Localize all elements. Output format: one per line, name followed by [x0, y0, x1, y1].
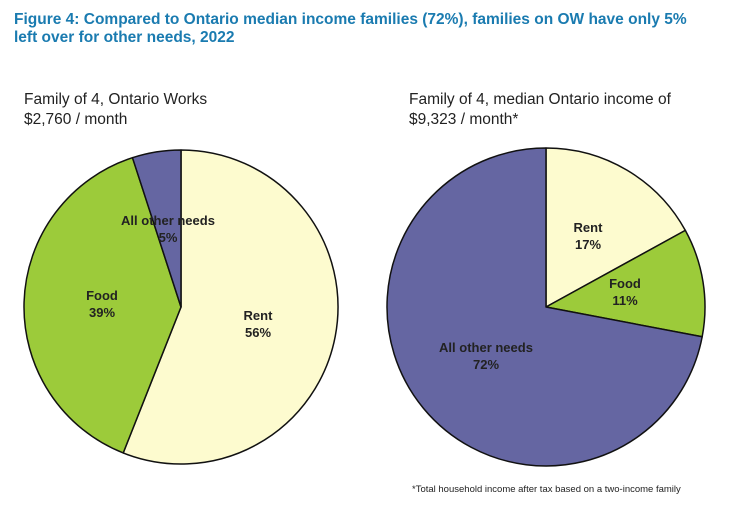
right-slice-rent [545, 147, 687, 308]
left-chart-heading: Family of 4, Ontario Works $2,760 / mont… [24, 90, 207, 130]
left-label-all-other-needs: All other needs [121, 213, 215, 228]
left-value-rent: 56% [245, 325, 271, 340]
right-label-rent: Rent [574, 220, 604, 235]
left-value-all-other-needs: 5% [159, 230, 178, 245]
left-slice-food [23, 156, 182, 454]
figure-title: Figure 4: Compared to Ontario median inc… [14, 11, 687, 46]
left-chart-title: Family of 4, Ontario Works [24, 91, 208, 108]
left-label-rent: Rent [244, 308, 274, 323]
right-label-food: Food [609, 276, 641, 291]
right-chart-heading: Family of 4, median Ontario income of $9… [409, 90, 671, 130]
right-slice-food [545, 229, 706, 338]
right-value-food: 11% [612, 293, 638, 308]
right-chart-title: Family of 4, median Ontario income of [409, 91, 671, 108]
left-slice-rent [122, 149, 339, 465]
right-value-all-other-needs: 72% [473, 357, 499, 372]
right-pie-chart: Rent 17% Food 11% All other needs 72% [386, 147, 706, 467]
left-slice-all-other-needs [131, 149, 182, 308]
right-chart-subtitle: $9,323 / month* [409, 111, 519, 128]
left-chart-subtitle: $2,760 / month [24, 111, 128, 128]
footnote: *Total household income after tax based … [412, 484, 681, 495]
left-pie-chart: Rent 56% Food 39% All other needs 5% [23, 149, 339, 465]
right-slice-all-other-needs [386, 147, 703, 467]
right-label-all-other-needs: All other needs [439, 340, 533, 355]
left-label-food: Food [86, 288, 118, 303]
left-value-food: 39% [89, 305, 115, 320]
right-value-rent: 17% [575, 237, 601, 252]
